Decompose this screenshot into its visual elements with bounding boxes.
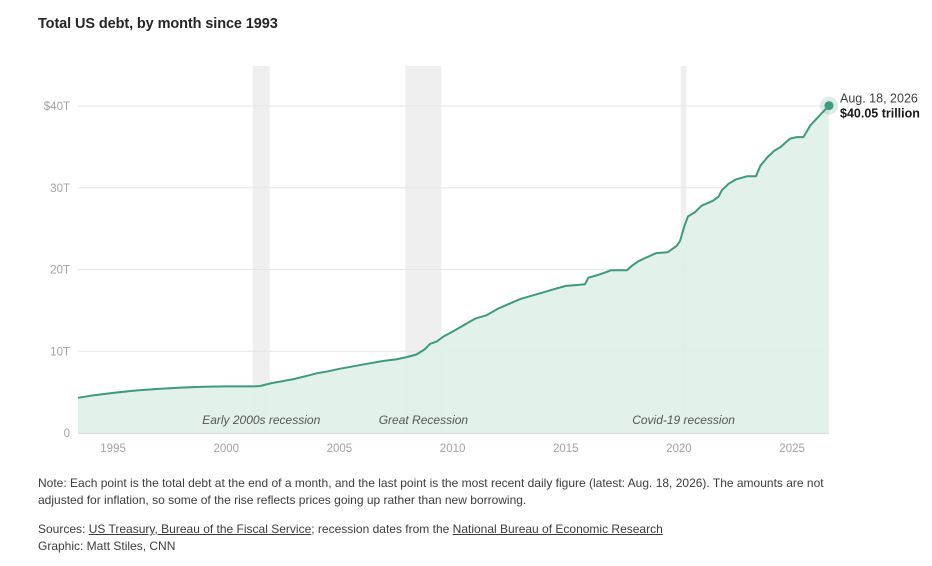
y-tick-label: 10T: [50, 346, 70, 358]
x-tick-label: 1995: [100, 443, 126, 455]
x-tick-label: 2010: [440, 443, 466, 455]
x-tick-label: 2015: [553, 443, 579, 455]
debt-line: [77, 104, 830, 399]
sources-prefix: Sources:: [38, 522, 89, 536]
recession-label: Early 2000s recession: [202, 413, 320, 427]
x-tick-label: 2020: [666, 443, 692, 455]
x-tick-label: 2000: [213, 443, 239, 455]
sources-line: Sources: US Treasury, Bureau of the Fisc…: [38, 521, 898, 538]
sources-middle: ; recession dates from the: [311, 522, 453, 536]
recession-labels: Early 2000s recession Great Recession Covi…: [202, 413, 735, 427]
recession-label: Great Recession: [379, 413, 469, 427]
treasury-source-link[interactable]: US Treasury, Bureau of the Fiscal Servic…: [88, 522, 312, 536]
x-tick-label: 2005: [327, 443, 353, 455]
graphic-credit: Graphic: Matt Stiles, CNN: [38, 539, 176, 553]
debt-area-chart: Early 2000s recession Great Recession Covi…: [44, 66, 920, 455]
chart-note: Note: Each point is the total debt at th…: [38, 476, 824, 507]
y-tick-label: 20T: [50, 265, 70, 277]
latest-point: [824, 101, 834, 111]
latest-date-label: Aug. 18, 2026: [840, 92, 918, 106]
latest-value-label: $40.05 trillion: [840, 107, 920, 121]
latest-value-callout: Aug. 18, 2026$40.05 trillion: [820, 92, 920, 121]
x-tick-label: 2025: [779, 443, 805, 455]
recession-label: Covid-19 recession: [632, 413, 735, 427]
chart-subtitle: Total US debt, by month since 1993: [38, 16, 278, 32]
y-axis-ticks: 0 10T 20T 30T $40T: [44, 101, 70, 440]
chart-sources: Sources: US Treasury, Bureau of the Fisc…: [38, 521, 898, 555]
nber-source-link[interactable]: National Bureau of Economic Research: [452, 522, 663, 536]
y-tick-label: $40T: [44, 101, 70, 113]
debt-area-fill: [78, 105, 829, 433]
y-tick-label: 0: [64, 428, 70, 440]
y-tick-label: 30T: [50, 183, 70, 195]
recession-band: [252, 66, 270, 433]
x-axis-ticks: 1995 2000 2005 2010 2015 2020 2025: [100, 443, 805, 455]
